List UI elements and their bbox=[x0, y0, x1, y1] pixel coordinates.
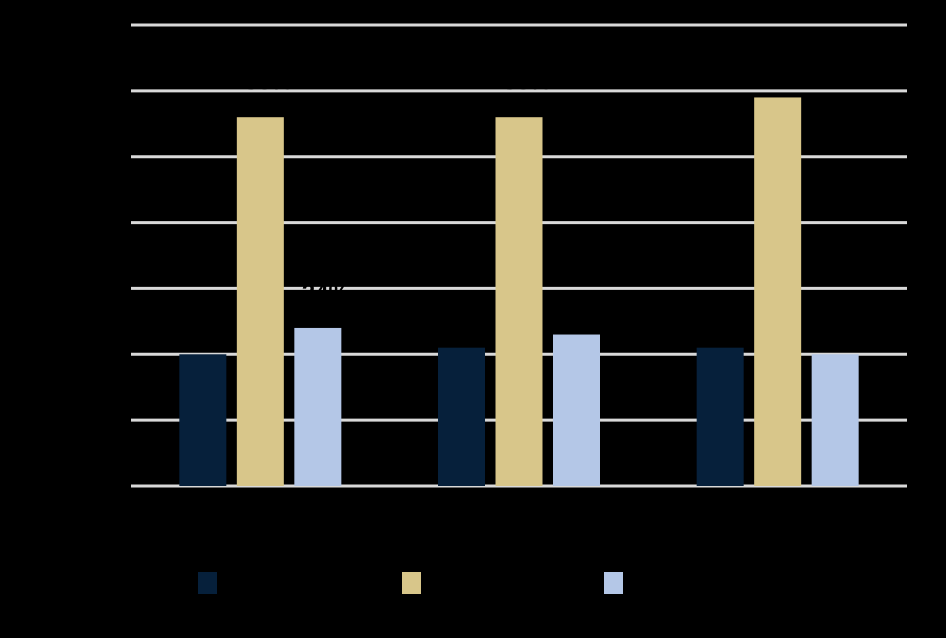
legend-swatch bbox=[402, 572, 421, 594]
legend-swatch bbox=[198, 572, 217, 594]
bar bbox=[696, 347, 744, 486]
bar bbox=[495, 117, 543, 486]
y-tick-label: 20 bbox=[94, 340, 121, 367]
y-tick-label: 40 bbox=[94, 208, 121, 235]
y-tick-label: 0 bbox=[108, 471, 121, 498]
bar bbox=[553, 334, 600, 486]
legend-swatch bbox=[604, 572, 623, 594]
y-tick-label: 60 bbox=[94, 76, 121, 103]
y-tick-label: 30 bbox=[94, 274, 121, 301]
y-tick-label: 50 bbox=[94, 142, 121, 169]
y-tick-label: 70 bbox=[94, 10, 121, 37]
value-label: 24% bbox=[302, 279, 350, 306]
bar bbox=[294, 327, 342, 486]
bar bbox=[754, 97, 802, 486]
bar bbox=[438, 347, 485, 486]
value-label: 56% bbox=[503, 69, 551, 96]
bar bbox=[811, 354, 859, 486]
bar bbox=[179, 354, 227, 486]
y-tick-label: 10 bbox=[94, 405, 121, 432]
value-label: 23% bbox=[560, 286, 608, 313]
value-label: 56% bbox=[244, 69, 292, 96]
bar bbox=[236, 117, 284, 486]
